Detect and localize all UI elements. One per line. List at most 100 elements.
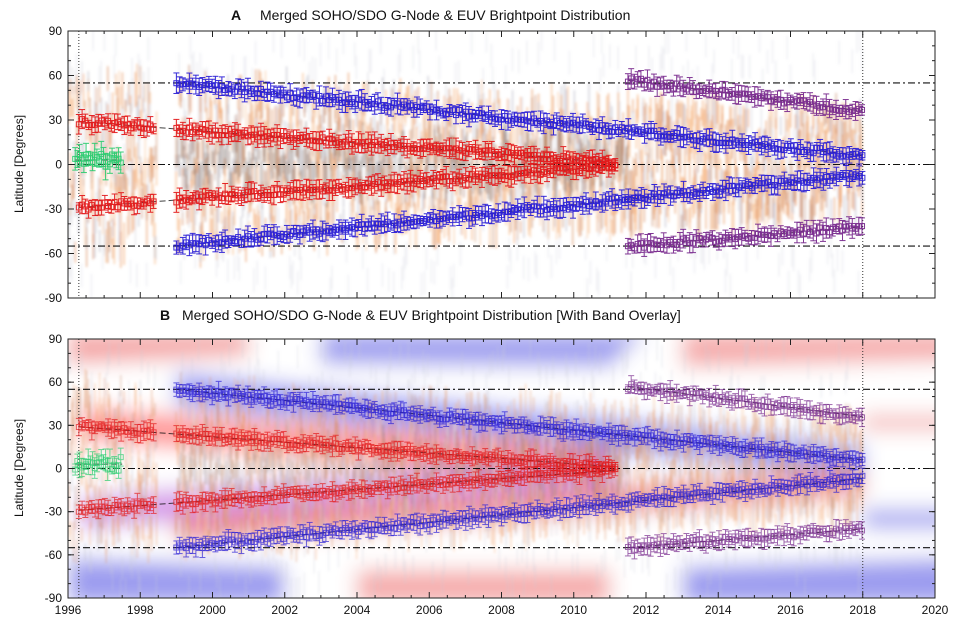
panel-a-series-0-point [540,150,547,168]
panel-b-series-3-point [407,514,414,530]
panel-a-series-0-point [75,114,82,135]
panel-a-series-0-point [485,143,492,158]
panel-b-series-3-point [368,520,375,540]
panel-b-series-0-point [540,455,547,469]
panel-b-series-3-point [700,490,707,501]
panel-a-series-5-point [644,233,651,253]
panel-b-series-3-point [592,498,599,516]
panel-a-series-0-point [309,131,316,150]
panel-a-series-3-point [394,218,401,233]
panel-b-series-5-point [728,533,735,546]
panel-a-series-2-point [534,117,541,128]
panel-b-series-0-point [391,440,398,459]
panel-b-series-1-point [235,491,242,503]
panel-a-series-3-point [482,203,489,224]
panel-b-series-5-point [624,537,631,557]
panel-a-series-1-point [199,188,206,206]
panel-a-series-1-point [322,182,329,195]
panel-b-series-1-point [179,494,186,515]
panel-a-series-5-point [859,217,866,235]
panel-a-series-2-point [615,126,622,138]
panel-a-series-2-point [400,98,407,112]
panel-a-series-0-point [176,124,183,138]
panel-a-series-2-point [748,136,755,150]
panel-b-series-3-point [859,467,866,485]
panel-a-series-3-point [332,223,339,236]
panel-b-series-2-point [641,427,648,444]
panel-b-series-2-point [251,390,258,405]
panel-a-series-5-point [741,229,748,242]
panel-a-series-3-point [225,235,232,249]
panel-a-series-2-point [771,140,778,156]
panel-a-series-0-point [134,117,141,130]
panel-b-series-0-point [300,434,307,453]
panel-a-series-3-point [813,171,820,188]
panel-a-series-3-point [810,167,817,190]
panel-a-series-2-point [784,140,791,151]
panel-a-series-2-point [703,128,710,147]
panel-a-series-2-point [413,96,420,118]
panel-b-series-3-point [807,471,814,493]
panel-b-series-5-point [797,525,804,545]
panel-a-series-2-point [433,99,440,121]
panel-a-series-2-trend-line [176,82,863,157]
panel-a-series-1-point [290,180,297,199]
panel-a-series-2-point [839,147,846,165]
panel-a-series-1-point [280,187,287,203]
panel-b-series-0-point [423,443,430,461]
panel-a-series-2-point [804,141,811,160]
panel-a-series-2-point [462,102,469,122]
panel-b-series-1-point [397,475,404,491]
panel-a-series-4-point [790,96,797,109]
panel-a-series-3-point [261,225,268,243]
panel-a-series-3-point [371,220,378,235]
panel-a-series-1-point [465,170,472,188]
panel-b-series-3-point [391,521,398,536]
panel-b-series-2-point [856,452,863,468]
panel-b-series-2-point [361,398,368,418]
panel-b-series-0-point [313,432,320,453]
panel-b-series-3-point [622,497,629,511]
panel-a-series-5-point [647,232,654,254]
panel-a-series-5-point [826,225,833,239]
panel-b-series-2-point [648,429,655,442]
panel-b-series-3-point [319,526,326,543]
panel-a-series-0-point [413,142,420,157]
panel-b-series-1-point [579,464,586,476]
panel-a-series-1-point [524,165,531,178]
panel-a-series-3-point [352,219,359,238]
panel-b-series-3-point [553,497,560,517]
panel-b-series-2-point [436,410,443,428]
panel-a-series-3-point [469,209,476,227]
panel-a-series-1-point [277,185,284,204]
panel-b-series-1 [75,459,619,520]
panel-b-series-2-point [267,394,274,409]
panel-a-series-2-point [583,118,590,129]
panel-a-series-5-point [709,230,716,246]
panel-b-series-2-point [583,423,590,437]
panel-b-series-2-point [605,422,612,442]
panel-a-series-2-point [859,149,866,161]
panel-a-series-2-point [209,78,216,93]
panel-b-series-3-point [583,499,590,516]
panel-b-series-0-point [261,434,268,452]
panel-a-series-1-point [108,199,115,214]
panel-b-series-3-point [716,482,723,501]
panel-a-series-5-point [758,227,765,242]
panel-b-series-2-point [368,402,375,418]
panel-a-series-3-point [586,197,593,215]
panel-b-series-1-point [524,466,531,483]
panel-a-series-1-point [140,199,147,210]
panel-b-series-1-point [553,462,560,484]
panel-b-series-1-point [290,486,297,497]
panel-b-series-0-point [361,438,368,455]
panel-a-series-0-point [290,129,297,150]
panel-a-series-2-point [527,111,534,132]
panel-a-series-0-point [316,131,323,152]
panel-a-series-1-point [222,182,229,205]
panel-a-series-4-point [631,73,638,90]
panel-a-series-0-point [501,148,508,166]
panel-a-series-1-point [189,192,196,205]
panel-a-series-2-point [212,75,219,95]
panel-b-series-2-point [635,427,642,441]
